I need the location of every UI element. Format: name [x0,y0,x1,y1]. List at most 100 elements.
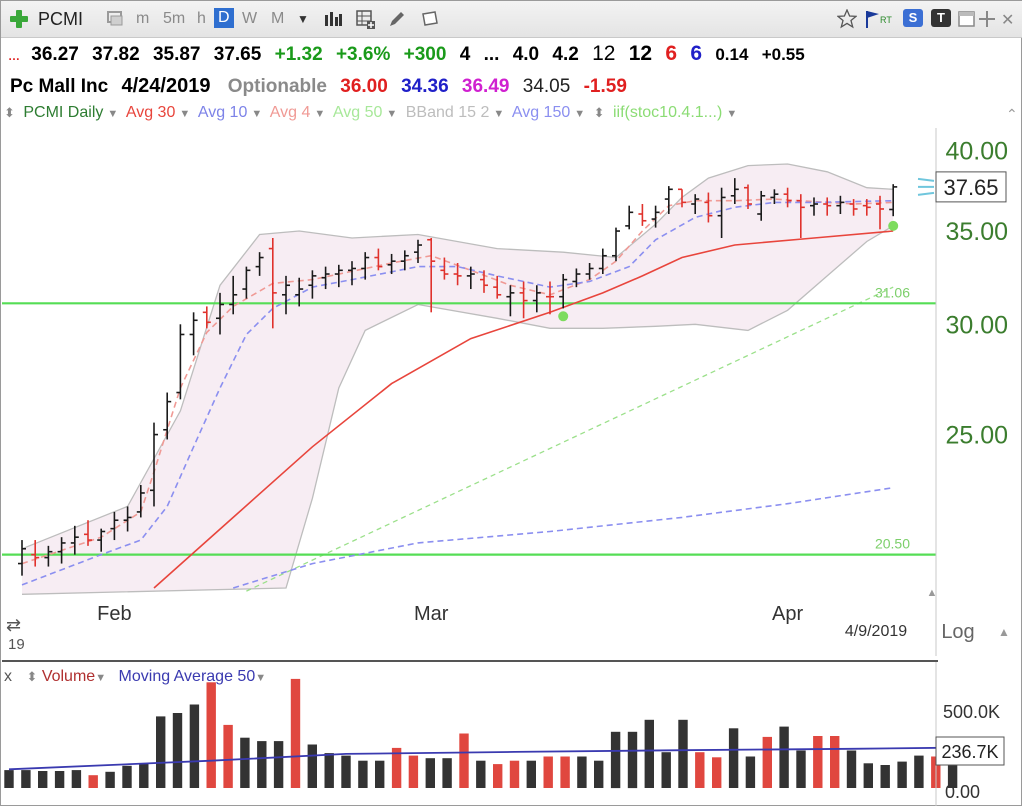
ellipsis-indicator: … [8,49,20,63]
star-icon[interactable] [837,9,857,29]
ohlc-bar [361,252,370,280]
volume-bar [813,736,823,788]
volume-bar [240,737,250,788]
chevron-down-icon[interactable]: ▼ [95,672,107,684]
sort-icon[interactable]: ⬍ [593,105,605,120]
period-d[interactable]: D [214,8,234,28]
volume-bar [206,682,216,788]
ohlc-bar [70,525,79,555]
legend-volume[interactable]: Volume [41,668,96,685]
quote-change: +1.32 [274,44,323,65]
quote-f3: 4.0 [512,44,540,65]
legend-avg10[interactable]: Avg 10 [197,104,248,121]
legend-bband[interactable]: BBand 15 2 [405,104,490,121]
chevron-down-icon[interactable]: ▼ [314,108,326,120]
volume-bar [678,719,688,788]
chevron-down-icon[interactable]: ▼ [251,108,263,120]
chevron-down-icon[interactable]: ▼ [179,108,191,120]
legend-avg30[interactable]: Avg 30 [125,104,176,121]
close-icon[interactable]: ✕ [1001,12,1015,29]
period-m[interactable]: m [136,10,150,27]
volume-bar [459,733,469,788]
price-chart[interactable]: 25.00 30.00 35.00 40.00 Log ▲ ▲ Feb Mar Apr 4/9/2… [0,128,1022,656]
pencil-icon[interactable] [387,9,407,29]
volume-bar [695,752,705,788]
chevron-down-icon[interactable]: ▼ [574,108,586,120]
chevron-down-icon[interactable]: ▼ [386,108,398,120]
quote-vol-change: +300 [403,44,447,65]
ohlc-bar [216,292,224,335]
volume-bar [341,755,351,788]
x-tick-label: Feb [97,603,131,625]
legend-volume-ma[interactable]: Moving Average 50 [118,668,256,685]
chevron-down-icon[interactable]: ▼ [726,108,738,120]
period-month[interactable]: M [271,10,285,27]
ohlc-bar [770,189,779,205]
ohlc-bar [744,184,752,209]
sort-icon[interactable]: ⬍ [26,669,38,684]
sort-icon[interactable]: ⬍ [4,105,15,120]
period-dropdown-icon[interactable]: ▼ [297,12,309,26]
ohlc-bar [176,324,185,400]
chevron-down-icon[interactable]: ▼ [255,672,267,684]
legend-pcmi-daily[interactable]: PCMI Daily [23,104,104,121]
stack-icon[interactable] [105,9,125,29]
grid-add-icon[interactable] [355,9,375,29]
scale-label: Log [941,621,974,643]
ohlc-bar [836,195,845,215]
quote-f10: +0.55 [761,45,805,64]
quote-high: 37.82 [92,44,140,65]
volume-bar [644,719,654,788]
chevron-down-icon[interactable]: ▼ [493,108,505,120]
collapse-icon[interactable]: ⌃ [1006,106,1018,122]
volume-bar [914,755,924,788]
pane-separator[interactable] [2,660,938,662]
volume-bar [543,756,553,788]
scroll-up-icon: ▲ [927,587,938,599]
period-w[interactable]: W [242,10,258,27]
volume-bar [408,755,419,788]
volume-chart[interactable]: 500.0K 0.00 236.7K [0,662,1022,806]
ohlc-bar [57,537,66,564]
ohlc-bar [889,184,898,217]
volume-bar [257,741,267,788]
legend-avg4[interactable]: Avg 4 [269,104,311,121]
bband-fill [22,164,894,595]
volume-bar [712,757,722,788]
legend-stoc[interactable]: iif(stoc10.4.1...) [612,104,723,121]
t-badge[interactable]: T [931,9,951,27]
volume-bar [493,764,503,788]
volume-bar [4,770,14,788]
chevron-down-icon[interactable]: ▼ [107,108,119,120]
volume-bar [425,758,435,788]
ohlc-bar [400,250,409,271]
flag-icon[interactable] [863,9,883,29]
volume-bar [391,747,402,788]
volume-bar [762,736,772,788]
close-pane-icon[interactable]: x [4,668,12,685]
ohlc-bar [466,266,475,290]
note-icon[interactable] [420,9,440,29]
ohlc-bar [387,253,396,275]
signal-dot [558,311,569,322]
date-marker: 4/9/2019 [845,623,907,640]
swap-icon[interactable]: ⇄ [6,615,22,635]
ohlc-bar [321,266,330,290]
window-icon[interactable] [957,9,977,29]
symbol-label[interactable]: PCMI [38,9,83,29]
move-icon[interactable] [977,9,997,29]
bar-chart-icon[interactable] [323,9,343,29]
ohlc-bar [84,520,92,546]
period-5m[interactable]: 5m [163,10,186,27]
legend-avg150[interactable]: Avg 150 [511,104,571,121]
horizontal-line-label-1: 20.50 [875,536,910,552]
ohlc-bar [678,188,686,208]
quote-f9: 0.14 [715,45,749,64]
add-plus-icon[interactable] [9,9,29,29]
legend-avg50[interactable]: Avg 50 [332,104,383,121]
volume-bar [897,761,907,788]
bband-lower-line [21,225,894,595]
period-h[interactable]: h [197,10,206,27]
s-badge[interactable]: S [903,9,923,27]
ohlc-bar [493,275,502,299]
